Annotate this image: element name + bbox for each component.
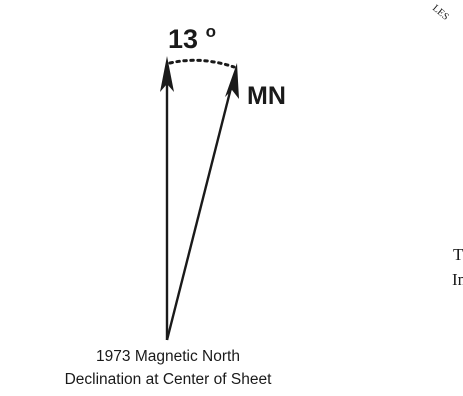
magnetic-north-line [165, 79, 235, 341]
corner-text-fragment: LES [430, 3, 451, 23]
declination-arc [168, 58, 236, 69]
caption-line-1: 1973 Magnetic North [96, 348, 240, 365]
magnetic-north-label: MN [247, 82, 286, 110]
margin-text-line-1: T [453, 245, 463, 264]
caption-line-2: Declination at Center of Sheet [65, 371, 272, 388]
declination-angle-value: 13 [168, 24, 198, 54]
magnetic-north-arrowhead [225, 63, 239, 99]
true-north-arrowhead [160, 56, 174, 92]
declination-angle-label: 13 o [168, 22, 216, 54]
degree-symbol: o [206, 22, 216, 41]
margin-text-line-2: In [452, 270, 463, 289]
